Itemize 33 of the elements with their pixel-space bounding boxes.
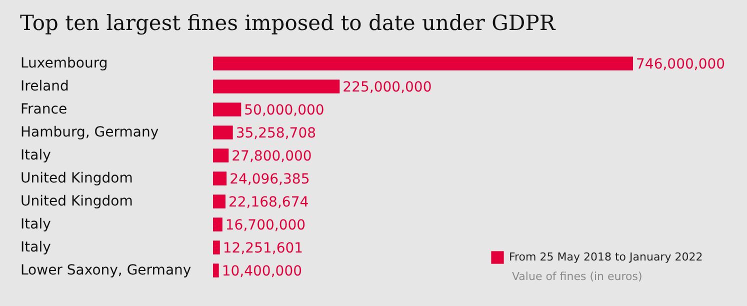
- data-label: 12,251,601: [222, 240, 304, 256]
- bar: [213, 218, 222, 232]
- bar: [213, 264, 219, 278]
- bar: [213, 102, 242, 116]
- data-label: 24,096,385: [230, 172, 310, 188]
- y-tick-label: Italy: [20, 216, 51, 232]
- y-tick-label: Italy: [20, 148, 51, 164]
- y-tick-label: Ireland: [20, 78, 69, 94]
- data-label: 746,000,000: [636, 56, 726, 72]
- y-tick-label: United Kingdom: [20, 194, 133, 210]
- bar: [213, 126, 233, 140]
- y-tick-label: United Kingdom: [20, 170, 133, 186]
- chart-title: Top ten largest fines imposed to date under GDPR: [20, 11, 556, 35]
- data-label: 27,800,000: [232, 148, 312, 164]
- data-label: 225,000,000: [342, 80, 432, 96]
- data-label: 50,000,000: [244, 102, 324, 118]
- data-label: 16,700,000: [225, 218, 306, 234]
- legend-label: From 25 May 2018 to January 2022: [509, 250, 703, 264]
- data-label: 35,258,708: [236, 126, 316, 142]
- y-tick-label: France: [20, 102, 68, 118]
- data-label: 22,168,674: [228, 194, 309, 210]
- bar: [213, 172, 227, 186]
- y-tick-label: Luxembourg: [20, 56, 108, 72]
- bar: [213, 148, 229, 162]
- annotation: Value of fines (in euros): [512, 270, 642, 283]
- bar: [213, 80, 340, 94]
- y-tick-label: Hamburg, Germany: [20, 124, 159, 140]
- bar: [213, 56, 633, 70]
- data-label: 10,400,000: [222, 264, 302, 280]
- y-tick-label: Lower Saxony, Germany: [20, 262, 192, 278]
- bar: [213, 194, 226, 208]
- bar: [213, 240, 220, 254]
- y-tick-label: Italy: [20, 240, 51, 256]
